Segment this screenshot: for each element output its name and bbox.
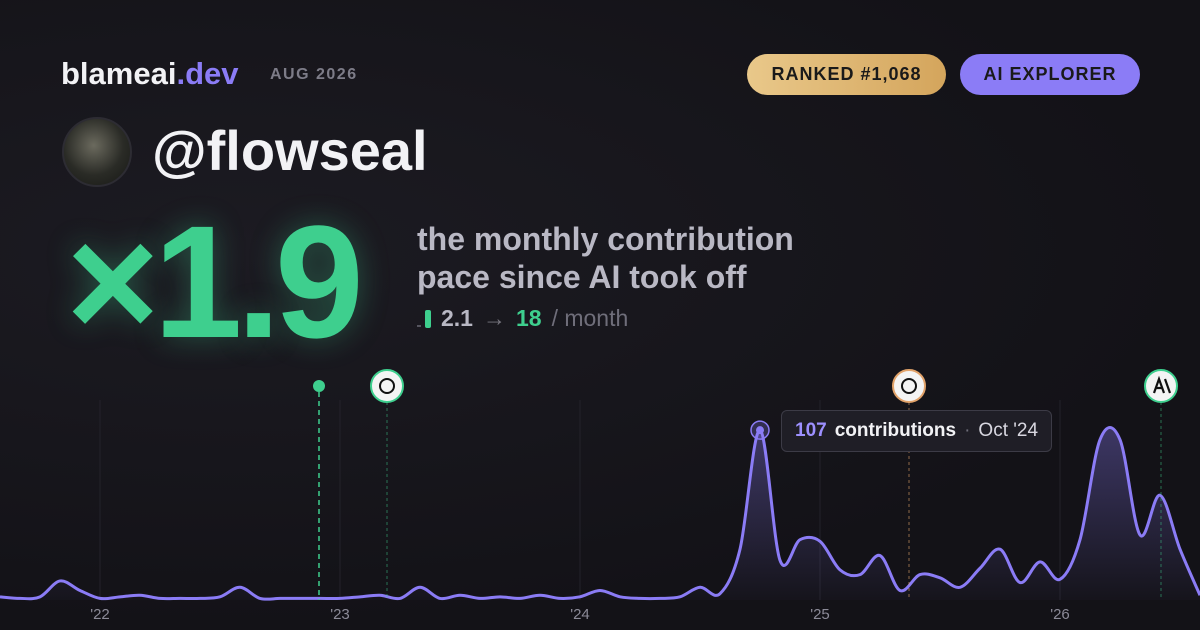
pace-arrow: →	[482, 305, 506, 331]
brand-tld: .dev	[176, 56, 239, 91]
caption: the monthly contribution pace since AI t…	[417, 220, 794, 296]
multiplier: ×1.9	[66, 192, 364, 371]
event-icon	[370, 369, 404, 403]
icon-low	[417, 324, 421, 327]
event-glyph	[379, 378, 395, 394]
date: AUG 2026	[270, 66, 358, 83]
avatar	[62, 117, 132, 187]
event-markers	[313, 369, 1178, 600]
plot: '22 '23 '24 '25 '26	[0, 400, 1200, 623]
rank-badge: RANKED #1,068	[747, 54, 946, 95]
pace: 2.1 → 18 / month	[417, 305, 628, 332]
x-tick-label: '25	[810, 606, 830, 623]
tier-badge: AI EXPLORER	[960, 54, 1140, 95]
x-tick-label: '26	[1050, 606, 1070, 623]
event-dot	[313, 380, 325, 392]
tooltip-label: Oct '24	[978, 420, 1039, 441]
brand-name: blameai	[61, 56, 177, 91]
highlight-point	[756, 426, 764, 435]
tooltip-value: 107	[795, 420, 827, 441]
x-tick-label: '24	[570, 606, 590, 623]
tooltip-separator: ·	[964, 420, 971, 441]
caption-line: the monthly contribution	[417, 221, 794, 257]
area-fill	[0, 427, 1200, 600]
pace-before: 2.1	[441, 305, 473, 331]
event-glyph	[901, 378, 917, 394]
line	[0, 426, 1200, 601]
tooltip-unit: contributions	[834, 420, 957, 441]
event-icon	[892, 369, 926, 403]
caption-line: pace since AI took off	[417, 259, 747, 295]
brand: blameai.dev	[61, 56, 238, 92]
x-tick-label: '23	[330, 606, 350, 623]
pace-unit: / month	[551, 305, 629, 331]
handle: @flowseal	[152, 119, 428, 182]
event-glyph	[1152, 375, 1172, 394]
tooltip: 107 contributions · Oct '24	[781, 410, 1053, 452]
icon-high	[425, 309, 431, 328]
x-tick-label: '22	[90, 606, 110, 623]
pace-after: 18	[515, 305, 542, 331]
